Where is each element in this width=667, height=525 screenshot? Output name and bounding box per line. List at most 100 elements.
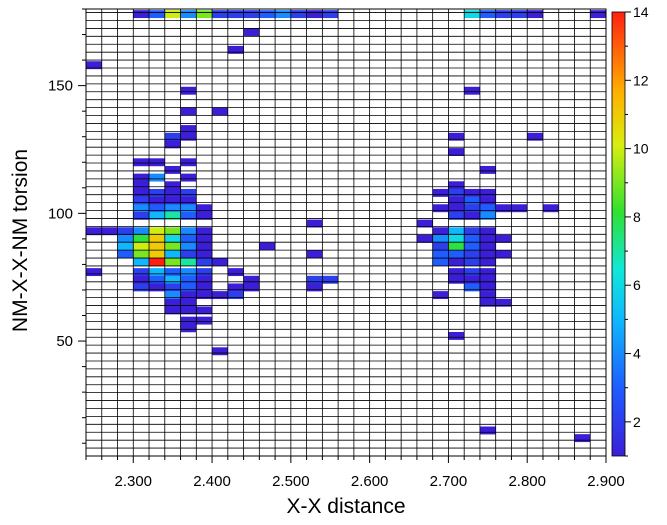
colorbar: 2 4 6 8 10 12 14: [611, 4, 649, 457]
heatmap-cell: [479, 426, 496, 435]
heatmap-cell: [479, 10, 496, 19]
heatmap-cell: [448, 242, 465, 251]
heatmap-cell: [180, 196, 197, 205]
heatmap-cell: [164, 306, 181, 315]
heatmap-cell: [479, 227, 496, 236]
heatmap-cell: [227, 291, 244, 300]
heatmap-cell: [164, 257, 181, 266]
heatmap-cell: [495, 298, 512, 307]
heatmap-cell: [212, 291, 228, 300]
heatmap-cell: [180, 234, 197, 243]
heatmap-cell: [180, 306, 197, 315]
heatmap-cell: [432, 257, 449, 266]
heatmap-cell: [180, 125, 197, 134]
x-axis-title: X-X distance: [286, 495, 405, 518]
heatmap-cell: [479, 165, 496, 174]
heatmap-cell: [306, 283, 323, 292]
heatmap-cell: [133, 173, 150, 182]
heatmap-cell: [180, 250, 197, 259]
heatmap-cell: [511, 10, 528, 19]
heatmap-cell: [180, 227, 197, 236]
heatmap-cell: [479, 275, 496, 284]
heatmap-cell: [448, 234, 465, 243]
heatmap-cell: [527, 132, 543, 141]
heatmap-cell: [479, 188, 496, 197]
heatmap-cell: [133, 268, 150, 277]
heatmap-cell: [133, 283, 150, 292]
heatmap-cell: [479, 268, 496, 277]
heatmap-cell: [180, 158, 197, 167]
heatmap-cell: [196, 250, 213, 259]
heatmap-cell: [479, 204, 496, 213]
heatmap-cell: [164, 291, 181, 300]
heatmap-cell: [164, 242, 181, 251]
colorbar-tick-label: 8: [633, 209, 641, 225]
heatmap-cell: [180, 86, 197, 95]
heatmap-cell: [164, 196, 181, 205]
heatmap-cell: [432, 242, 449, 251]
heatmap-cell: [180, 132, 197, 141]
heatmap-cell: [180, 298, 197, 307]
heatmap-cell: [117, 227, 134, 236]
heatmap-cell: [322, 10, 339, 19]
heatmap-cell: [464, 250, 480, 259]
x-tick-label: 2.700: [430, 473, 468, 490]
colorbar-tick-label: 6: [633, 277, 641, 293]
heatmap-cell: [164, 275, 181, 284]
heatmap-cell: [212, 257, 228, 266]
heatmap-cell: [479, 242, 496, 251]
heatmap-cell: [117, 242, 134, 251]
heatmap-cell: [227, 283, 244, 292]
heatmap-cell: [464, 268, 480, 277]
heatmap-cell: [101, 227, 118, 236]
heatmap-cell: [196, 234, 213, 243]
heatmap-cell: [479, 291, 496, 300]
heatmap-cell: [306, 275, 323, 284]
heatmap-cell: [196, 283, 213, 292]
heatmap-cell: [290, 10, 307, 19]
heatmap-cell: [164, 188, 181, 197]
heatmap-cell: [590, 10, 606, 19]
heatmap-cell: [196, 242, 213, 251]
heatmap-cell: [133, 250, 150, 259]
heatmap-cell: [306, 10, 323, 19]
heatmap-cell: [196, 257, 213, 266]
x-tick-label: 2.900: [587, 473, 625, 490]
heatmap-cell: [542, 204, 559, 213]
heatmap-cell: [149, 10, 165, 19]
heatmap-cell: [149, 211, 165, 220]
heatmap-cell: [432, 188, 449, 197]
heatmap-cell: [448, 211, 465, 220]
heatmap-cell: [196, 204, 213, 213]
heatmap-cell: [164, 268, 181, 277]
heatmap-cell: [180, 257, 197, 266]
heatmap-cell: [243, 28, 260, 36]
heatmap-cell: [227, 10, 244, 19]
heatmap-cell: [227, 45, 244, 54]
colorbar-tick-label: 10: [633, 141, 649, 157]
heatmap-cell: [448, 196, 465, 205]
heatmap-cell: [464, 283, 480, 292]
heatmap-cell: [164, 211, 181, 220]
heatmap-cell: [133, 204, 150, 213]
y-axis: 50 100 150: [48, 8, 86, 444]
heatmap-cell: [464, 227, 480, 236]
heatmap-cell: [322, 275, 339, 284]
heatmap-cell: [180, 242, 197, 251]
heatmap-cell: [464, 234, 480, 243]
heatmap-cell: [196, 306, 213, 315]
heatmap-cell: [464, 204, 480, 213]
heatmap-cell: [133, 242, 150, 251]
heatmap-cell: [212, 347, 228, 356]
colorbar-gradient: [611, 11, 626, 457]
heatmap-cell: [495, 204, 512, 213]
heatmap-cell: [196, 10, 213, 19]
heatmap-cell: [574, 434, 591, 443]
heatmap-cell: [448, 227, 465, 236]
heatmap-cell: [164, 181, 181, 190]
heatmap-cell: [164, 204, 181, 213]
heatmap-cell: [149, 173, 165, 182]
plot-frame: [85, 8, 607, 457]
heatmap-cell: [212, 107, 228, 116]
